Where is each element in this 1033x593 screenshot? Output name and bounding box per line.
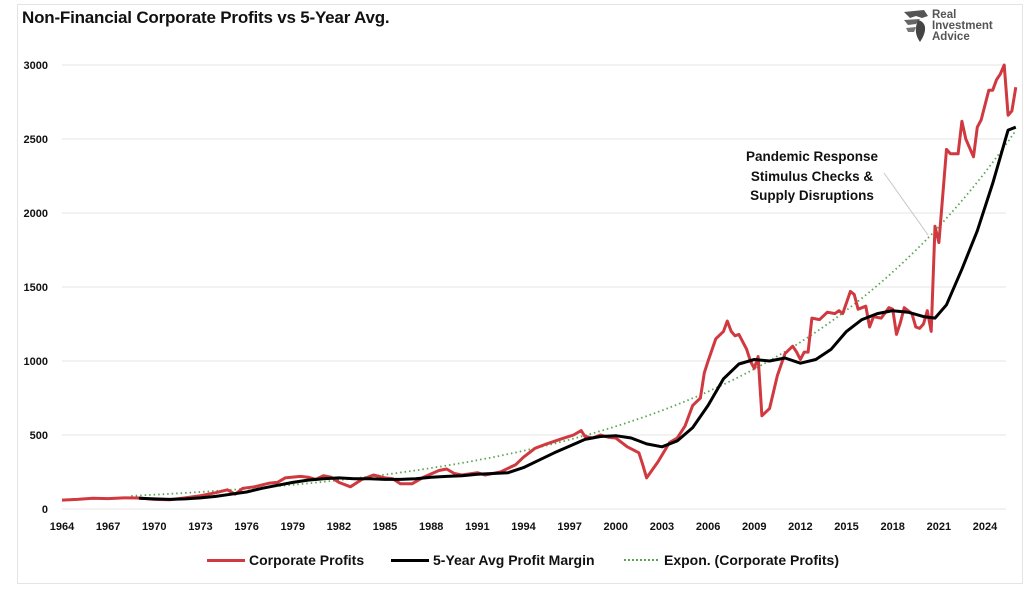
x-tick-label: 2009 bbox=[742, 521, 766, 533]
annotation-line-2: Stimulus Checks & bbox=[750, 168, 874, 184]
legend-swatch-dotted-line bbox=[624, 559, 658, 561]
series-line-expon-trend bbox=[131, 130, 1017, 497]
y-tick-label: 1000 bbox=[24, 356, 48, 368]
x-tick-label: 1979 bbox=[281, 521, 305, 533]
x-tick-label: 2024 bbox=[973, 521, 998, 533]
x-tick-label: 1973 bbox=[188, 521, 212, 533]
x-tick-label: 1970 bbox=[142, 521, 166, 533]
legend-swatch-black-line bbox=[391, 558, 429, 562]
y-tick-label: 1500 bbox=[24, 282, 48, 294]
x-tick-label: 2012 bbox=[788, 521, 812, 533]
x-tick-label: 1976 bbox=[234, 521, 258, 533]
legend-item-corporate-profits: Corporate Profits bbox=[207, 552, 364, 568]
x-tick-label: 1991 bbox=[465, 521, 489, 533]
legend-item-expon-trend: Expon. (Corporate Profits) bbox=[624, 552, 839, 568]
annotation-line-1: Pandemic Response bbox=[745, 149, 879, 164]
eagle-icon bbox=[904, 10, 928, 42]
x-tick-label: 2003 bbox=[650, 521, 674, 533]
brand-line-3: Advice bbox=[932, 31, 970, 43]
y-tick-label: 2500 bbox=[24, 134, 48, 146]
legend-item-5yr-avg: 5-Year Avg Profit Margin bbox=[391, 552, 595, 568]
brand-name: Real Investment Advice bbox=[932, 9, 993, 43]
chart-title: Non-Financial Corporate Profits vs 5-Yea… bbox=[22, 8, 390, 27]
annotation-leader-line bbox=[883, 172, 929, 236]
brand-logo: Real Investment Advice bbox=[902, 8, 1012, 48]
series-line-5yr-avg bbox=[138, 125, 1017, 501]
legend-label: Expon. (Corporate Profits) bbox=[664, 552, 840, 568]
y-tick-label: 500 bbox=[30, 430, 48, 442]
y-tick-label: 3000 bbox=[24, 60, 48, 72]
x-tick-label: 2015 bbox=[834, 521, 858, 533]
x-tick-label: 1982 bbox=[327, 521, 351, 533]
annotation: Pandemic Response Stimulus Checks & Supp… bbox=[732, 147, 892, 206]
annotation-line-3: Supply Disruptions bbox=[750, 188, 874, 203]
x-tick-label: 1967 bbox=[96, 521, 120, 533]
legend-label: 5-Year Avg Profit Margin bbox=[433, 552, 595, 568]
x-tick-label: 2021 bbox=[927, 521, 951, 533]
x-tick-label: 2000 bbox=[604, 521, 628, 533]
x-tick-label: 2018 bbox=[880, 521, 904, 533]
y-tick-label: 2000 bbox=[24, 208, 48, 220]
legend-label: Corporate Profits bbox=[249, 552, 365, 568]
y-tick-label: 0 bbox=[42, 504, 48, 516]
x-tick-label: 1994 bbox=[511, 521, 536, 533]
x-tick-label: 1964 bbox=[50, 521, 75, 533]
brand-line-2: Investment bbox=[932, 20, 993, 32]
x-tick-label: 1997 bbox=[557, 521, 581, 533]
x-tick-label: 1988 bbox=[419, 521, 443, 533]
brand-line-1: Real bbox=[932, 9, 957, 21]
legend: Corporate Profits 5-Year Avg Profit Marg… bbox=[0, 552, 1033, 572]
x-tick-label: 1985 bbox=[373, 521, 397, 533]
legend-swatch-red-line bbox=[207, 558, 245, 562]
x-tick-label: 2006 bbox=[696, 521, 720, 533]
